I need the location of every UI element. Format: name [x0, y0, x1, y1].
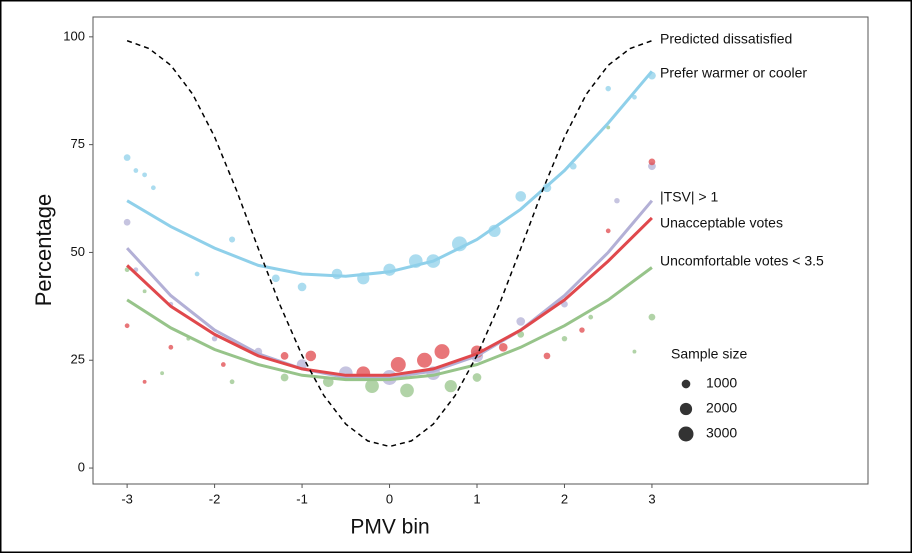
- fit-line: [126, 266, 653, 382]
- size-legend-key: [681, 379, 691, 389]
- point: [123, 218, 131, 226]
- point: [605, 228, 611, 234]
- point: [280, 373, 289, 382]
- series-label: Predicted dissatisfied: [660, 31, 792, 47]
- series-label: Uncomfortable votes < 3.5: [660, 253, 824, 269]
- fit-line: [125, 199, 654, 379]
- point: [123, 154, 131, 161]
- plot-panel: [92, 16, 869, 485]
- point: [588, 314, 594, 320]
- x-tick-label: 1: [473, 491, 480, 506]
- point: [400, 383, 414, 398]
- y-tick-label: 75: [71, 136, 85, 151]
- point: [297, 282, 307, 292]
- series-label: Prefer warmer or cooler: [660, 65, 807, 81]
- y-tick-label: 100: [63, 28, 85, 43]
- size-legend-label: 3000: [706, 425, 737, 441]
- size-legend-key: [678, 426, 694, 442]
- x-tick-label: -3: [121, 491, 133, 506]
- x-tick-label: -1: [296, 491, 308, 506]
- x-tick-label: 2: [561, 491, 568, 506]
- x-tick-label: 0: [386, 491, 393, 506]
- y-tick-label: 25: [71, 352, 85, 367]
- point: [280, 352, 289, 360]
- point: [648, 313, 656, 321]
- point: [444, 379, 457, 393]
- x-tick-label: -2: [209, 491, 221, 506]
- point: [606, 125, 611, 130]
- point: [124, 323, 130, 329]
- point: [229, 379, 235, 385]
- point: [160, 371, 165, 376]
- point: [168, 344, 174, 350]
- point: [271, 274, 280, 283]
- point: [133, 168, 139, 173]
- size-legend-key: [679, 402, 693, 416]
- point: [305, 350, 317, 362]
- point: [543, 352, 551, 360]
- point: [194, 271, 200, 277]
- point: [498, 342, 508, 352]
- point: [561, 335, 568, 342]
- x-axis-label: PMV bin: [350, 516, 429, 539]
- y-tick-label: 0: [78, 459, 85, 474]
- size-legend-title: Sample size: [671, 346, 747, 362]
- ppd-line: [126, 39, 653, 448]
- point: [229, 236, 236, 243]
- point: [614, 197, 620, 204]
- y-axis-label: Percentage: [31, 194, 56, 307]
- point: [579, 327, 585, 333]
- point: [605, 85, 611, 92]
- point: [434, 344, 450, 360]
- y-tick-label: 50: [71, 244, 85, 259]
- point: [515, 191, 527, 202]
- fit-line: [126, 216, 653, 377]
- point: [211, 335, 218, 342]
- point: [632, 349, 637, 354]
- point: [648, 158, 656, 166]
- size-legend-label: 2000: [706, 400, 737, 416]
- point: [417, 352, 433, 368]
- fit-line: [126, 70, 654, 278]
- point: [331, 268, 343, 280]
- point: [220, 362, 226, 367]
- series-label: |TSV| > 1: [660, 189, 718, 205]
- point: [472, 373, 482, 382]
- point: [142, 289, 147, 294]
- point: [390, 357, 406, 373]
- series-label: Unacceptable votes: [660, 215, 783, 231]
- x-tick-label: 3: [648, 491, 655, 506]
- point: [150, 185, 156, 191]
- point: [516, 317, 526, 326]
- point: [365, 379, 379, 393]
- point: [142, 379, 147, 384]
- point: [142, 172, 147, 178]
- point: [632, 94, 637, 100]
- size-legend-label: 1000: [706, 375, 737, 391]
